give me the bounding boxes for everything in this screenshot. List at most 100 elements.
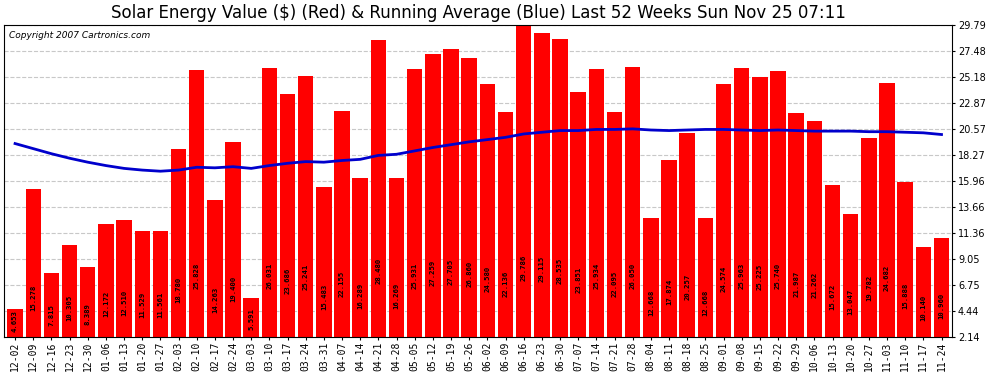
Text: 29.115: 29.115 <box>539 256 545 282</box>
Bar <box>498 111 513 337</box>
Text: 28.535: 28.535 <box>557 257 563 284</box>
Text: 11.561: 11.561 <box>157 292 163 318</box>
Text: 25.241: 25.241 <box>303 264 309 290</box>
Bar <box>444 49 458 337</box>
Bar <box>298 76 314 337</box>
Bar <box>535 33 549 337</box>
Bar <box>244 298 259 337</box>
Text: 22.155: 22.155 <box>339 270 346 297</box>
Text: 12.668: 12.668 <box>647 290 653 316</box>
Bar <box>552 39 567 337</box>
Text: 24.574: 24.574 <box>721 266 727 292</box>
Text: 16.269: 16.269 <box>394 282 400 309</box>
Bar <box>189 70 205 337</box>
Bar <box>425 54 441 337</box>
Bar <box>788 113 804 337</box>
Text: 26.860: 26.860 <box>466 261 472 287</box>
Text: 15.888: 15.888 <box>902 283 908 309</box>
Text: 25.963: 25.963 <box>739 262 744 289</box>
Bar <box>916 247 931 337</box>
Bar <box>625 68 641 337</box>
Bar <box>807 122 822 337</box>
Text: 10.140: 10.140 <box>921 295 927 321</box>
Bar <box>716 84 732 337</box>
Text: 23.686: 23.686 <box>284 267 290 294</box>
Text: 10.305: 10.305 <box>66 294 72 321</box>
Text: 28.480: 28.480 <box>375 258 381 284</box>
Text: 19.782: 19.782 <box>866 275 872 302</box>
Text: 12.172: 12.172 <box>103 291 109 317</box>
Bar <box>752 76 767 337</box>
Bar <box>280 94 295 337</box>
Bar <box>734 68 749 337</box>
Bar <box>80 267 95 337</box>
Bar <box>461 58 477 337</box>
Text: 15.672: 15.672 <box>830 284 836 310</box>
Bar <box>589 69 604 337</box>
Text: 25.931: 25.931 <box>412 263 418 289</box>
Bar <box>98 224 114 337</box>
Text: 8.389: 8.389 <box>85 303 91 325</box>
Text: 15.483: 15.483 <box>321 284 327 310</box>
Bar <box>352 177 368 337</box>
Text: 19.400: 19.400 <box>230 276 236 302</box>
Text: 25.225: 25.225 <box>756 264 763 290</box>
Bar <box>207 200 223 337</box>
Text: 17.874: 17.874 <box>666 279 672 305</box>
Text: 4.653: 4.653 <box>12 310 18 332</box>
Text: 22.136: 22.136 <box>503 270 509 297</box>
Bar <box>335 111 349 337</box>
Bar <box>644 218 658 337</box>
Bar <box>661 160 677 337</box>
Bar <box>607 112 623 337</box>
Text: 20.257: 20.257 <box>684 274 690 300</box>
Bar <box>44 273 59 337</box>
Bar <box>879 83 895 337</box>
Bar <box>570 92 586 337</box>
Bar <box>898 182 913 337</box>
Text: 16.289: 16.289 <box>357 282 363 309</box>
Bar <box>861 138 876 337</box>
Text: 25.934: 25.934 <box>593 262 599 289</box>
Bar <box>261 68 277 337</box>
Text: 10.960: 10.960 <box>939 293 944 320</box>
Text: 12.510: 12.510 <box>121 290 127 316</box>
Bar <box>770 71 786 337</box>
Bar <box>26 189 41 337</box>
Bar <box>698 218 713 337</box>
Bar <box>7 309 23 337</box>
Text: 21.262: 21.262 <box>812 272 818 298</box>
Text: 24.580: 24.580 <box>484 266 490 292</box>
Bar <box>842 214 858 337</box>
Text: 26.050: 26.050 <box>630 262 636 289</box>
Text: 18.780: 18.780 <box>175 277 181 303</box>
Bar <box>135 231 149 337</box>
Bar <box>407 69 423 337</box>
Text: 7.815: 7.815 <box>49 304 54 326</box>
Bar <box>516 25 532 337</box>
Bar <box>389 178 404 337</box>
Text: 24.682: 24.682 <box>884 265 890 291</box>
Text: 15.278: 15.278 <box>31 284 37 310</box>
Text: 12.668: 12.668 <box>702 290 709 316</box>
Bar <box>226 142 241 337</box>
Text: 11.529: 11.529 <box>140 292 146 318</box>
Text: 13.047: 13.047 <box>847 289 853 315</box>
Text: 29.786: 29.786 <box>521 255 527 281</box>
Bar <box>479 84 495 337</box>
Text: 27.705: 27.705 <box>448 259 454 285</box>
Text: 25.828: 25.828 <box>194 263 200 289</box>
Text: Copyright 2007 Cartronics.com: Copyright 2007 Cartronics.com <box>9 32 150 40</box>
Bar <box>825 184 841 337</box>
Text: 21.987: 21.987 <box>793 271 799 297</box>
Bar <box>370 40 386 337</box>
Text: 26.031: 26.031 <box>266 262 272 289</box>
Bar <box>152 231 168 337</box>
Bar <box>316 187 332 337</box>
Bar <box>171 149 186 337</box>
Text: 25.740: 25.740 <box>775 263 781 290</box>
Bar <box>934 238 949 337</box>
Bar <box>117 220 132 337</box>
Bar <box>61 245 77 337</box>
Title: Solar Energy Value ($) (Red) & Running Average (Blue) Last 52 Weeks Sun Nov 25 0: Solar Energy Value ($) (Red) & Running A… <box>111 4 845 22</box>
